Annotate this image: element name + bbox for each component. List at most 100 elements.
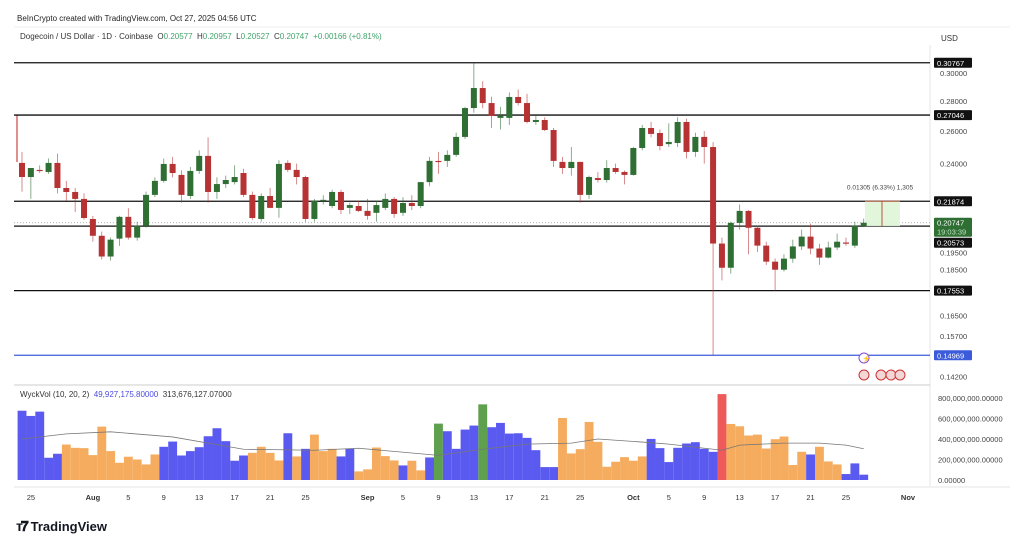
candle-body[interactable]: [222, 179, 229, 185]
candle-body[interactable]: [860, 222, 867, 227]
candle-body[interactable]: [763, 245, 770, 262]
candle-body[interactable]: [399, 203, 406, 213]
candle-body[interactable]: [497, 115, 504, 118]
candle-body[interactable]: [550, 130, 557, 161]
candle-body[interactable]: [258, 195, 265, 219]
candle-body[interactable]: [45, 162, 52, 172]
candle-body[interactable]: [621, 171, 628, 175]
candle-body[interactable]: [329, 191, 336, 206]
candle-body[interactable]: [249, 194, 256, 219]
candle-body[interactable]: [656, 132, 663, 147]
candle-body[interactable]: [727, 222, 734, 268]
us-flag-event-icon[interactable]: [858, 369, 870, 381]
candle-body[interactable]: [488, 103, 495, 116]
candle-body[interactable]: [293, 169, 300, 178]
candle-body[interactable]: [444, 154, 451, 161]
currency-label[interactable]: USD: [941, 34, 958, 43]
candle-body[interactable]: [89, 218, 96, 236]
candle-body[interactable]: [630, 147, 637, 175]
candle-body[interactable]: [355, 205, 362, 211]
candle-body[interactable]: [205, 155, 212, 192]
candle-body[interactable]: [27, 168, 34, 178]
candle-body[interactable]: [196, 155, 203, 171]
candle-body[interactable]: [54, 162, 61, 188]
candle-body[interactable]: [187, 170, 194, 196]
candle-body[interactable]: [612, 168, 619, 172]
candle-body[interactable]: [143, 194, 150, 226]
candle-body[interactable]: [816, 248, 823, 258]
candle-body[interactable]: [213, 184, 220, 192]
candle-body[interactable]: [718, 243, 725, 268]
tradingview-logo[interactable]: ᴛ𝟕 TradingView: [16, 518, 107, 535]
candle-body[interactable]: [479, 88, 486, 104]
candle-body[interactable]: [577, 161, 584, 195]
candle-body[interactable]: [107, 239, 114, 257]
candle-body[interactable]: [160, 163, 167, 181]
candle-body[interactable]: [151, 180, 158, 195]
candle-body[interactable]: [302, 177, 309, 219]
candle-body[interactable]: [36, 169, 43, 172]
candle-body[interactable]: [462, 108, 468, 137]
candle-body[interactable]: [710, 147, 717, 244]
candle-body[interactable]: [417, 182, 424, 206]
candle-body[interactable]: [834, 241, 841, 248]
candle-body[interactable]: [337, 191, 344, 210]
candle-body[interactable]: [701, 136, 708, 148]
candle-body[interactable]: [594, 178, 601, 180]
candle-body[interactable]: [470, 88, 477, 109]
candle-body[interactable]: [772, 261, 779, 270]
symbol-name[interactable]: Dogecoin / US Dollar · 1D · Coinbase: [20, 32, 153, 41]
candle-body[interactable]: [346, 205, 353, 208]
candle-body[interactable]: [382, 198, 389, 208]
indicator-name[interactable]: WyckVol (10, 20, 2): [20, 390, 90, 399]
candle-body[interactable]: [603, 168, 610, 180]
candle-body[interactable]: [559, 161, 566, 169]
candle-body[interactable]: [789, 246, 796, 259]
candle-body[interactable]: [391, 198, 398, 214]
candle-body[interactable]: [311, 200, 318, 219]
us-flag-event-icon[interactable]: [875, 369, 887, 381]
candle-body[interactable]: [63, 187, 70, 192]
us-flag-event-icon[interactable]: [894, 369, 906, 381]
candle-body[interactable]: [825, 247, 832, 258]
event-icons[interactable]: ⚡: [858, 352, 906, 381]
candle-body[interactable]: [798, 236, 805, 247]
candle-body[interactable]: [754, 227, 761, 246]
candle-body[interactable]: [665, 142, 672, 145]
candle-body[interactable]: [692, 136, 699, 152]
candle-body[interactable]: [736, 210, 743, 223]
candle-body[interactable]: [284, 162, 291, 170]
candle-body[interactable]: [435, 160, 442, 163]
candle-body[interactable]: [19, 162, 25, 178]
candle-body[interactable]: [125, 216, 132, 238]
candle-body[interactable]: [780, 258, 787, 270]
candle-body[interactable]: [267, 195, 274, 208]
candle-body[interactable]: [807, 236, 814, 249]
candle-body[interactable]: [426, 160, 433, 183]
candle-body[interactable]: [532, 120, 539, 122]
candle-body[interactable]: [231, 177, 238, 183]
candle-body[interactable]: [639, 127, 646, 148]
candle-body[interactable]: [568, 161, 575, 169]
candle-body[interactable]: [506, 96, 513, 118]
candle-body[interactable]: [373, 205, 380, 213]
candle-body[interactable]: [134, 225, 141, 238]
candle-body[interactable]: [745, 210, 752, 228]
candle-body[interactable]: [515, 96, 522, 104]
candle-body[interactable]: [364, 210, 371, 216]
candle-body[interactable]: [98, 235, 105, 257]
candle-body[interactable]: [169, 163, 176, 174]
candle-body[interactable]: [81, 198, 88, 219]
candle-body[interactable]: [240, 173, 247, 195]
candle-body[interactable]: [842, 242, 849, 244]
candle-body[interactable]: [683, 121, 690, 152]
candle-body[interactable]: [72, 191, 79, 199]
candle-body[interactable]: [453, 136, 460, 155]
candle-body[interactable]: [851, 225, 858, 246]
candle-body[interactable]: [116, 216, 123, 239]
candle-body[interactable]: [524, 103, 531, 122]
candle-body[interactable]: [648, 127, 655, 134]
candle-body[interactable]: [408, 203, 415, 206]
candle-body[interactable]: [320, 199, 327, 202]
